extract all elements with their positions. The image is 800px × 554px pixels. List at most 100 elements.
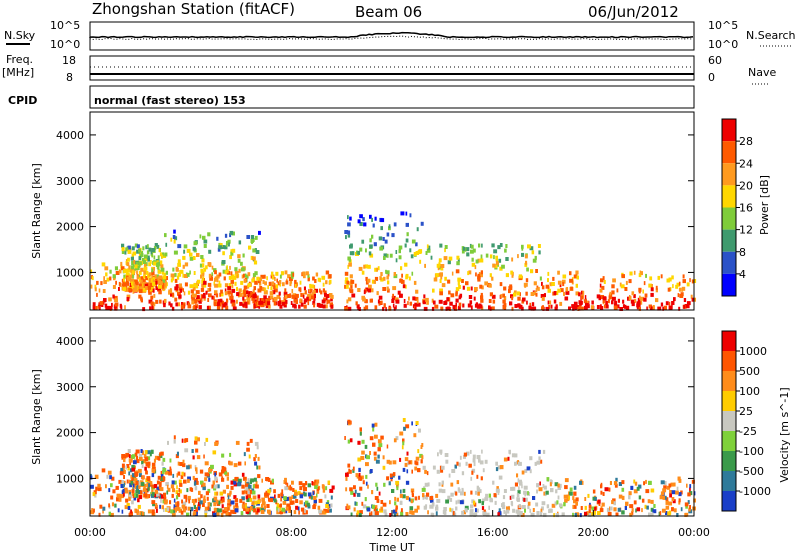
data-cell xyxy=(600,482,603,487)
data-cell xyxy=(130,509,132,514)
data-cell xyxy=(364,264,368,269)
data-cell xyxy=(450,293,455,298)
data-cell xyxy=(217,283,222,288)
data-cell xyxy=(255,302,258,307)
data-cell xyxy=(135,493,139,498)
data-cell xyxy=(228,275,232,280)
data-cell xyxy=(101,262,106,267)
data-cell xyxy=(362,504,367,509)
data-cell xyxy=(417,302,421,307)
data-cell xyxy=(115,280,117,285)
data-cell xyxy=(663,485,667,490)
data-cell xyxy=(138,495,143,500)
data-cell xyxy=(346,280,349,285)
data-cell xyxy=(193,271,196,275)
data-cell xyxy=(694,279,697,283)
data-cell xyxy=(466,451,470,456)
data-cell xyxy=(488,305,491,310)
data-cell xyxy=(542,484,545,488)
data-cell xyxy=(307,492,312,497)
data-cell xyxy=(151,274,153,279)
data-cell xyxy=(470,512,474,517)
data-cell xyxy=(596,294,601,299)
data-cell xyxy=(613,481,618,486)
data-cell xyxy=(691,479,695,484)
data-cell xyxy=(177,302,181,307)
data-cell xyxy=(147,288,151,293)
data-cell xyxy=(539,481,541,486)
data-cell xyxy=(159,281,163,286)
data-cell xyxy=(288,509,292,513)
data-cell xyxy=(435,511,438,516)
data-cell xyxy=(363,290,366,295)
data-cell xyxy=(219,243,223,247)
data-cell xyxy=(447,495,451,500)
data-cell xyxy=(221,504,224,509)
data-cell xyxy=(194,440,198,445)
data-cell xyxy=(210,464,214,469)
data-cell xyxy=(204,477,208,482)
data-cell xyxy=(657,275,660,280)
data-cell xyxy=(479,284,483,289)
data-cell xyxy=(523,497,526,502)
data-cell xyxy=(241,274,244,279)
data-cell xyxy=(232,300,236,305)
data-cell xyxy=(183,249,186,254)
data-cell xyxy=(151,468,156,473)
data-cell xyxy=(520,513,525,517)
data-cell xyxy=(273,285,276,290)
data-cell xyxy=(394,496,397,501)
data-cell xyxy=(633,500,637,505)
data-cell xyxy=(378,301,381,306)
data-cell xyxy=(356,492,361,497)
data-cell xyxy=(444,453,449,457)
data-cell xyxy=(127,506,131,510)
data-cell xyxy=(126,479,129,484)
data-cell xyxy=(440,468,444,473)
data-cell xyxy=(145,245,149,250)
data-cell xyxy=(168,289,173,294)
data-cell xyxy=(263,295,267,300)
data-cell xyxy=(120,467,124,472)
data-cell xyxy=(209,287,212,292)
data-cell xyxy=(625,305,630,310)
data-cell xyxy=(382,455,385,460)
data-cell xyxy=(502,502,505,507)
data-cell xyxy=(636,507,641,512)
data-cell xyxy=(538,250,541,255)
data-cell xyxy=(488,505,490,510)
data-cell xyxy=(209,502,212,507)
data-cell xyxy=(540,508,543,513)
data-cell xyxy=(600,490,603,495)
data-cell xyxy=(151,509,155,514)
data-cell xyxy=(126,287,130,292)
data-cell xyxy=(165,242,168,247)
data-cell xyxy=(189,252,193,257)
data-cell xyxy=(163,500,168,505)
data-cell xyxy=(140,296,143,301)
data-cell xyxy=(142,475,145,480)
data-cell xyxy=(124,488,128,493)
data-cell xyxy=(661,508,666,513)
data-cell xyxy=(357,250,360,255)
data-cell xyxy=(248,484,252,489)
data-cell xyxy=(468,463,472,468)
data-cell xyxy=(263,274,266,279)
data-cell xyxy=(393,222,397,227)
data-cell xyxy=(547,271,550,276)
data-cell xyxy=(374,216,377,221)
data-cell xyxy=(168,301,171,306)
data-cell xyxy=(395,299,399,304)
data-cell xyxy=(537,286,540,291)
data-cell xyxy=(634,298,637,303)
data-cell xyxy=(491,276,494,281)
data-cell xyxy=(313,303,316,308)
data-cell xyxy=(345,476,348,481)
data-cell xyxy=(103,298,106,303)
data-cell xyxy=(155,489,159,494)
data-cell xyxy=(219,491,224,496)
data-cell xyxy=(92,305,96,310)
data-cell xyxy=(637,297,641,302)
data-cell xyxy=(690,294,693,299)
